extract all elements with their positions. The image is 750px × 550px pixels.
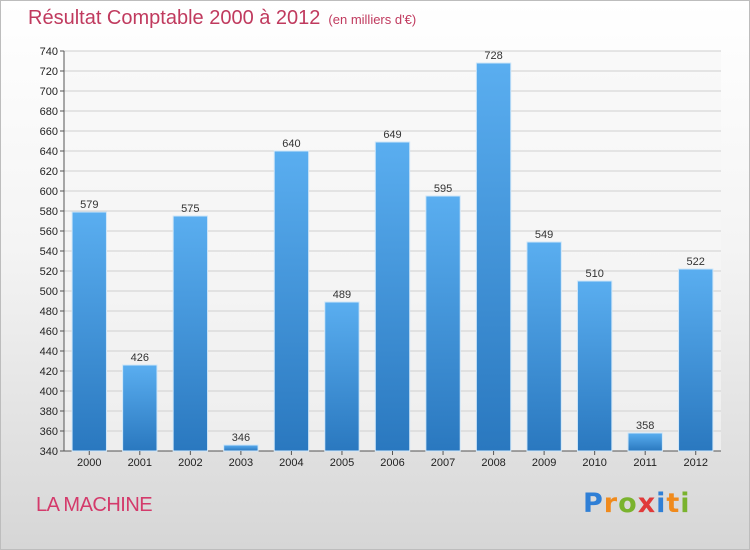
bar bbox=[526, 241, 562, 452]
x-tick-label: 2000 bbox=[77, 457, 101, 469]
data-label: 640 bbox=[282, 138, 300, 150]
y-tick-label: 380 bbox=[40, 406, 58, 418]
data-label: 426 bbox=[131, 352, 149, 364]
y-tick-label: 360 bbox=[40, 426, 58, 438]
brand-logo-letter: o bbox=[618, 488, 638, 519]
x-tick-label: 2009 bbox=[532, 457, 556, 469]
brand-logo-letter: r bbox=[603, 488, 619, 519]
brand-logo-letter: i bbox=[656, 488, 667, 519]
x-tick-label: 2012 bbox=[683, 457, 707, 469]
bar bbox=[627, 432, 663, 452]
bar bbox=[475, 62, 512, 452]
bar bbox=[678, 268, 714, 452]
data-label: 510 bbox=[585, 268, 603, 280]
y-tick-label: 440 bbox=[40, 346, 58, 358]
bar bbox=[71, 211, 107, 452]
y-tick-label: 600 bbox=[40, 186, 58, 198]
y-tick-label: 460 bbox=[40, 326, 58, 338]
data-label: 358 bbox=[636, 420, 654, 432]
y-tick-label: 740 bbox=[40, 46, 58, 58]
bar bbox=[122, 364, 158, 452]
y-tick-label: 680 bbox=[40, 106, 58, 118]
x-tick-label: 2007 bbox=[431, 457, 455, 469]
y-tick-label: 500 bbox=[40, 286, 58, 298]
y-tick-label: 540 bbox=[40, 246, 58, 258]
data-label: 346 bbox=[232, 432, 250, 444]
x-tick-label: 2001 bbox=[128, 457, 152, 469]
brand-logo-letter: i bbox=[680, 488, 691, 519]
data-label: 549 bbox=[535, 229, 553, 241]
brand-logo-letter: t bbox=[666, 488, 681, 519]
x-tick-label: 2003 bbox=[229, 457, 253, 469]
brand-logo-letter: x bbox=[637, 488, 657, 519]
x-tick-label: 2005 bbox=[330, 457, 354, 469]
data-label: 595 bbox=[434, 183, 452, 195]
bar bbox=[172, 215, 209, 452]
data-label: 649 bbox=[383, 129, 401, 141]
bar bbox=[223, 444, 259, 452]
y-tick-label: 480 bbox=[40, 306, 58, 318]
x-tick-label: 2002 bbox=[178, 457, 202, 469]
data-label: 489 bbox=[333, 289, 351, 301]
chart-subtitle: (en milliers d'€) bbox=[328, 12, 417, 27]
y-tick-label: 660 bbox=[40, 126, 58, 138]
data-label: 575 bbox=[181, 203, 199, 215]
y-tick-label: 720 bbox=[40, 66, 58, 78]
y-tick-label: 400 bbox=[40, 386, 58, 398]
y-tick-label: 340 bbox=[40, 446, 58, 458]
y-tick-label: 620 bbox=[40, 166, 58, 178]
brand-logo: Proxiti bbox=[583, 488, 691, 519]
title-block: Résultat Comptable 2000 à 2012 (en millie… bbox=[28, 7, 416, 30]
data-label: 522 bbox=[687, 256, 705, 268]
x-tick-label: 2010 bbox=[582, 457, 606, 469]
y-tick-label: 640 bbox=[40, 146, 58, 158]
y-tick-label: 560 bbox=[40, 226, 58, 238]
x-tick-label: 2006 bbox=[380, 457, 404, 469]
bar bbox=[576, 280, 613, 452]
y-tick-label: 520 bbox=[40, 266, 58, 278]
x-tick-label: 2004 bbox=[279, 457, 303, 469]
brand-logo-letter: P bbox=[583, 488, 604, 519]
y-tick-label: 700 bbox=[40, 86, 58, 98]
location-label: LA MACHINE bbox=[36, 494, 153, 516]
x-tick-label: 2008 bbox=[481, 457, 505, 469]
data-label: 579 bbox=[80, 199, 98, 211]
bar bbox=[425, 195, 461, 452]
x-tick-label: 2011 bbox=[633, 457, 657, 469]
bar bbox=[324, 301, 360, 452]
chart-title: Résultat Comptable 2000 à 2012 bbox=[28, 7, 321, 29]
bar bbox=[374, 141, 411, 452]
y-tick-label: 580 bbox=[40, 206, 58, 218]
data-label: 728 bbox=[484, 50, 502, 62]
bar bbox=[273, 150, 310, 452]
y-tick-label: 420 bbox=[40, 366, 58, 378]
